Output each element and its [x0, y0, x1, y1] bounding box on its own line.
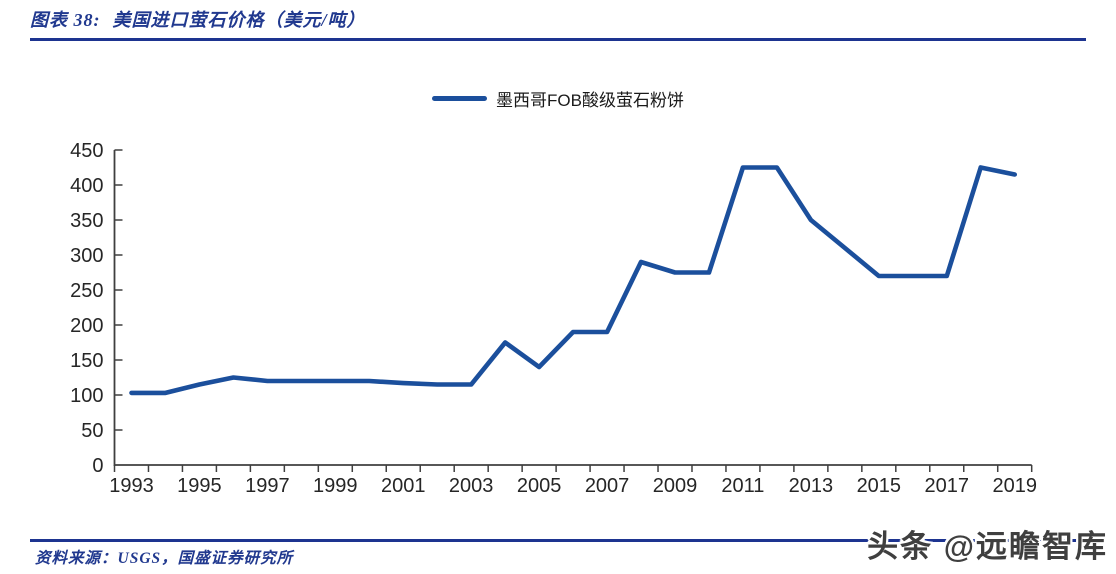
y-axis-tick-label: 50: [81, 420, 103, 442]
x-axis-tick-label: 2017: [925, 475, 970, 497]
x-axis-tick-label: 2007: [585, 475, 630, 497]
x-axis-tick-label: 2011: [721, 475, 764, 497]
legend-line-marker: [432, 96, 488, 101]
x-axis-tick-label: 2003: [449, 475, 494, 497]
y-axis-tick-label: 200: [70, 315, 103, 337]
x-axis-tick-label: 2013: [789, 475, 834, 497]
y-axis-tick-label: 400: [70, 175, 103, 197]
figure-title-text: 美国进口萤石价格（美元/吨）: [112, 10, 366, 30]
figure-title: 图表 38: 美国进口萤石价格（美元/吨）: [30, 6, 366, 32]
x-axis-tick-label: 1997: [245, 475, 290, 497]
x-axis-tick-label: 2009: [653, 475, 698, 497]
legend-series-label: 墨西哥FOB酸级萤石粉饼: [496, 91, 684, 110]
y-axis-tick-label: 150: [70, 350, 103, 372]
x-axis-tick-label: 2015: [857, 475, 902, 497]
x-axis-tick-label: 2005: [517, 475, 562, 497]
x-axis-tick-label: 2001: [381, 475, 426, 497]
x-axis-tick-label: 2019: [992, 475, 1037, 497]
y-axis-tick-label: 450: [70, 140, 103, 162]
y-axis-tick-label: 300: [70, 245, 103, 267]
x-axis-tick-label: 1999: [313, 475, 358, 497]
source-note: 资料来源：USGS，国盛证券研究所: [35, 550, 294, 567]
y-axis-tick-label: 250: [70, 280, 103, 302]
x-axis-tick-label: 1995: [177, 475, 222, 497]
watermark-toutiao: 头条 @远瞻智库: [867, 529, 1108, 564]
title-divider-rule: [30, 38, 1086, 41]
price-line-series: [129, 165, 1018, 396]
x-axis-tick-label: 1993: [109, 475, 154, 497]
y-axis-tick-label: 350: [70, 210, 103, 232]
y-axis-tick-label: 0: [92, 455, 103, 477]
y-axis-tick-label: 100: [70, 385, 103, 407]
footer-divider-rule: [30, 539, 1086, 542]
chart-legend: 墨西哥FOB酸级萤石粉饼: [0, 86, 1116, 111]
figure-number-label: 图表 38:: [30, 10, 101, 30]
